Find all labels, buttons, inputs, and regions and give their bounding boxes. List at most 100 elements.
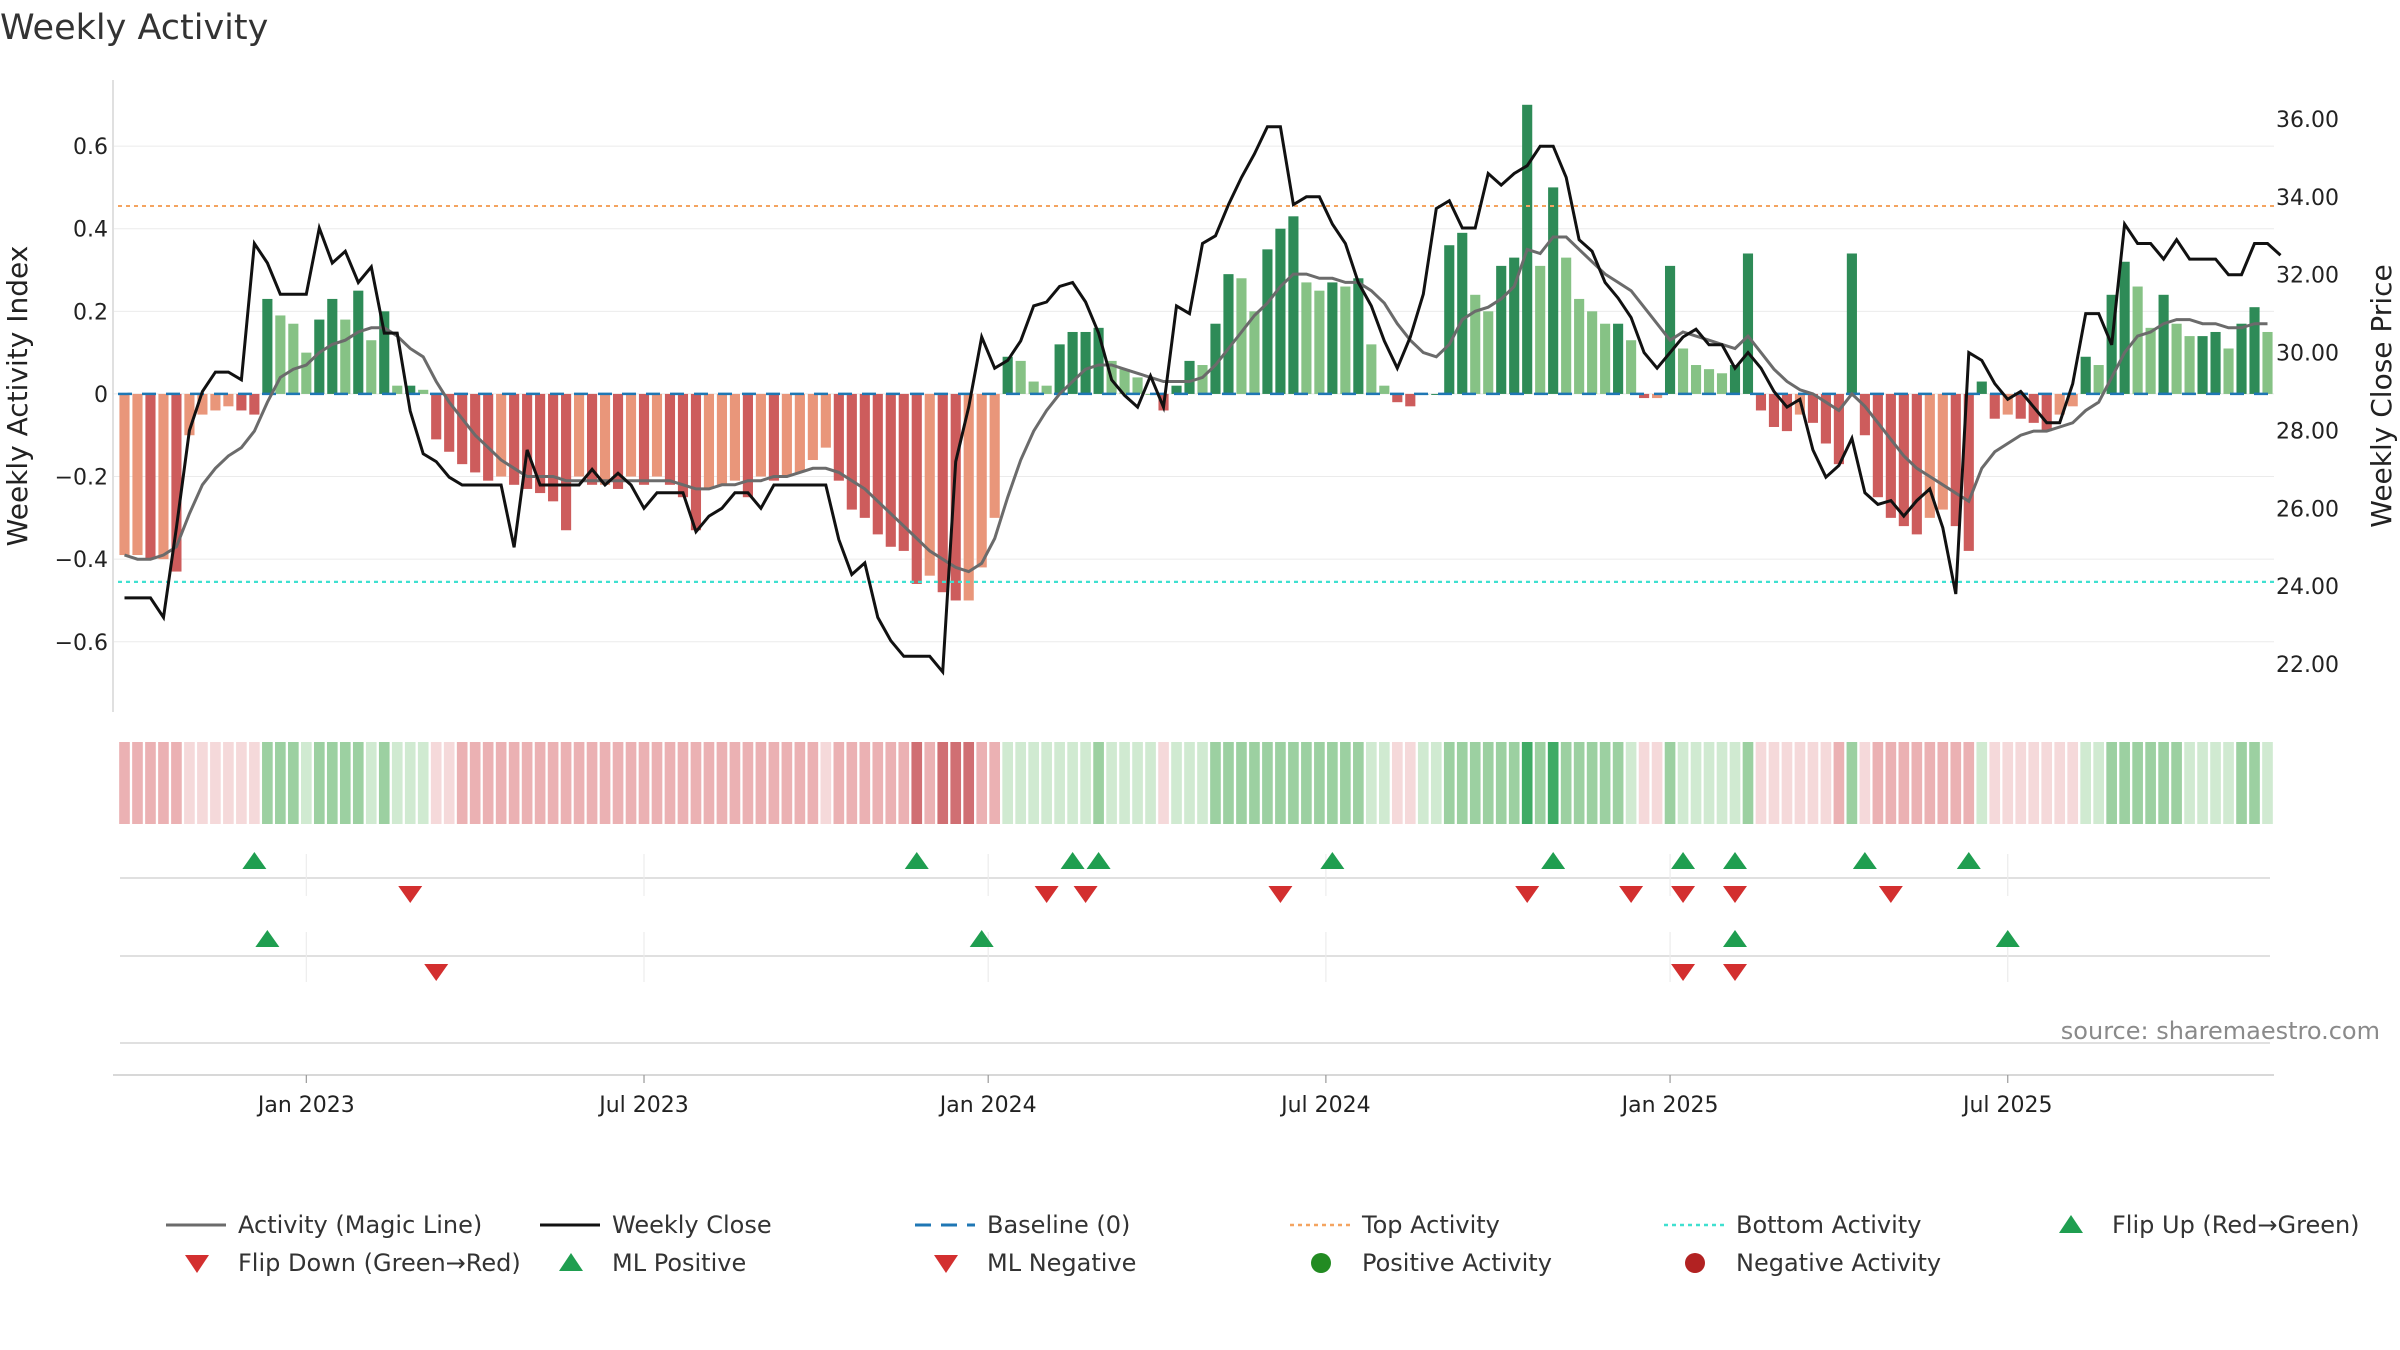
strip-cell (1820, 742, 1832, 824)
legend-label-top: Top Activity (1361, 1211, 1500, 1239)
activity-bar (1535, 265, 1546, 394)
strip-cell (690, 742, 702, 824)
strip-cell (872, 742, 884, 824)
strip-cell (1353, 742, 1364, 824)
y-right-tick-label: 22.00 (2276, 653, 2339, 678)
activity-bar (2171, 323, 2182, 394)
activity-bar (716, 393, 728, 485)
flip-down-marker (1034, 886, 1059, 903)
strip-cell (2236, 742, 2247, 824)
activity-bar (2158, 294, 2169, 394)
ml-positive-marker (969, 930, 994, 947)
strip-cell (1651, 742, 1663, 824)
strip-cell (508, 742, 520, 824)
y-right-tick-label: 28.00 (2276, 419, 2339, 444)
activity-bar (1716, 373, 1728, 394)
activity-bar (158, 393, 169, 560)
legend-label-mlneg: ML Negative (987, 1249, 1136, 1277)
strip-cell (2262, 742, 2273, 824)
strip-cell (1184, 742, 1195, 824)
activity-bar (301, 352, 312, 394)
activity-bar (1548, 187, 1559, 394)
activity-bar (1937, 393, 1948, 510)
activity-bar (1781, 393, 1793, 432)
activity-bar (2262, 331, 2273, 394)
strip-cell (145, 742, 156, 824)
strip-cell (2106, 742, 2117, 824)
legend: Activity (Magic Line) Weekly Close Baselin… (166, 1211, 2360, 1277)
activity-bar (638, 393, 650, 485)
activity-bars (119, 104, 2273, 601)
strip-cell (1314, 742, 1325, 824)
x-tick-label: Jul 2023 (597, 1093, 689, 1118)
activity-bar (1054, 344, 1065, 394)
strip-cell (1742, 742, 1754, 824)
strip-cell (417, 742, 429, 824)
activity-bar (2197, 336, 2208, 394)
activity-bar (1677, 348, 1689, 394)
activity-bar (1223, 274, 1234, 394)
activity-bar (1327, 282, 1338, 394)
strip-cell (158, 742, 169, 824)
strip-cell (1002, 742, 1013, 824)
flip-down-marker (1073, 886, 1098, 903)
strip-cell (1145, 742, 1156, 824)
activity-bar (2119, 261, 2130, 394)
activity-bar (1496, 265, 1507, 394)
x-axis-ticks: Jan 2023 Jul 2023 Jan 2024 Jul 2024 Jan 2025… (113, 1074, 2274, 1118)
activity-bar (807, 393, 818, 461)
strip-cell (898, 742, 910, 824)
y-left-tick-label: 0.6 (73, 135, 108, 160)
strip-cell (288, 742, 299, 824)
strip-cell (132, 742, 143, 824)
activity-bar (1587, 311, 1598, 394)
strip-cell (1716, 742, 1728, 824)
strip-cell (807, 742, 819, 824)
strip-cell (937, 742, 949, 824)
strip-cell (768, 742, 780, 824)
activity-bar (2080, 356, 2091, 394)
strip-cell (1586, 742, 1598, 824)
activity-bar (353, 290, 364, 394)
activity-bar (1392, 393, 1403, 403)
legend-label-flipdown: Flip Down (Green→Red) (238, 1249, 521, 1277)
legend-item-flipup: Flip Up (Red→Green) (2059, 1211, 2360, 1239)
activity-bar (1911, 393, 1922, 535)
flip-up-marker (1852, 852, 1877, 869)
ml-negative-marker (424, 964, 449, 981)
activity-bar (1236, 278, 1247, 394)
strip-cell (1067, 742, 1078, 824)
activity-bar (963, 393, 974, 601)
strip-cell (2093, 742, 2104, 824)
activity-bar (2015, 393, 2026, 419)
activity-bar (1067, 331, 1078, 394)
activity-bar (418, 389, 429, 394)
flip-down-marker (1268, 886, 1293, 903)
activity-bar (509, 393, 520, 485)
weekly-close-series (124, 125, 2282, 676)
strip-cell (2119, 742, 2130, 824)
strip-cell (2223, 742, 2234, 824)
legend-label-flipup: Flip Up (Red→Green) (2112, 1211, 2360, 1239)
strip-cell (339, 742, 351, 824)
activity-bar (1833, 393, 1844, 465)
activity-bar (1600, 323, 1611, 394)
strip-cell (1158, 742, 1169, 824)
main-axes: 0.6 0.4 0.2 0 −0.2 −0.4 −0.6 36.00 34.00 32.00 30.… (55, 80, 2339, 712)
strip-cell (1534, 742, 1546, 824)
strip-cell (262, 742, 273, 824)
strip-cell (781, 742, 793, 824)
activity-bar (1768, 393, 1780, 427)
activity-bar (612, 393, 624, 489)
strip-cell (573, 742, 585, 824)
activity-bar (1703, 369, 1715, 394)
activity-bar (249, 393, 260, 415)
strip-cell (275, 742, 286, 824)
activity-bar (1080, 331, 1091, 394)
activity-bar (314, 319, 325, 394)
strip-cell (1729, 742, 1741, 824)
activity-bar (2223, 348, 2234, 394)
strip-cell (1391, 742, 1403, 824)
strip-cell (2028, 742, 2040, 824)
strip-cell (1755, 742, 1767, 824)
